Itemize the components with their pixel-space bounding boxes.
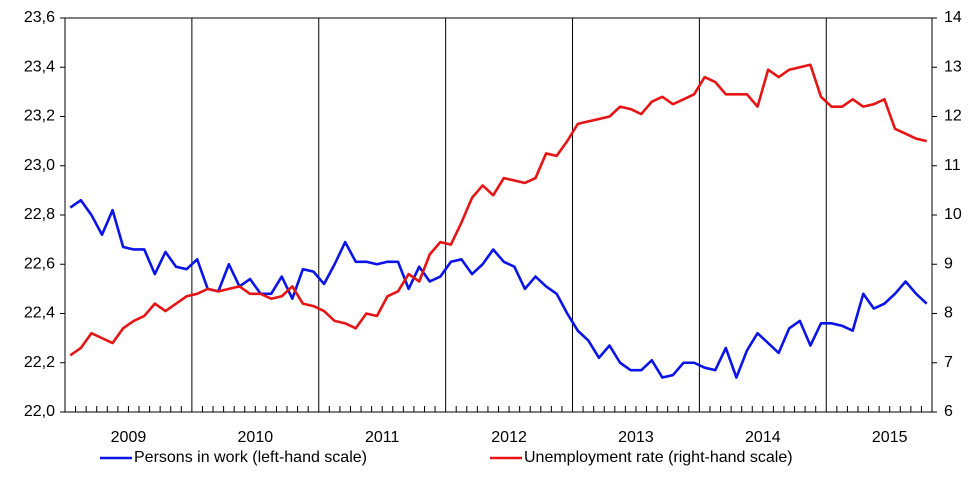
y2-tick-label: 11 bbox=[944, 157, 961, 174]
y2-tick-label: 9 bbox=[944, 255, 953, 272]
x-tick-label: 2014 bbox=[745, 429, 781, 446]
y-tick-label: 22,0 bbox=[24, 403, 55, 420]
y2-tick-label: 13 bbox=[944, 58, 962, 75]
y-tick-label: 23,4 bbox=[24, 58, 55, 75]
x-tick-label: 2012 bbox=[491, 429, 527, 446]
y2-tick-label: 8 bbox=[944, 305, 953, 322]
legend-label: Unemployment rate (right-hand scale) bbox=[524, 449, 793, 466]
series-line bbox=[69, 198, 928, 379]
x-tick-label: 2009 bbox=[111, 429, 147, 446]
y2-tick-label: 7 bbox=[944, 354, 953, 371]
y-tick-label: 22,6 bbox=[24, 255, 55, 272]
x-tick-label: 2010 bbox=[238, 429, 274, 446]
y2-tick-label: 14 bbox=[944, 9, 962, 26]
y-tick-label: 22,4 bbox=[24, 305, 55, 322]
legend-label: Persons in work (left-hand scale) bbox=[134, 449, 367, 466]
x-tick-label: 2015 bbox=[872, 429, 908, 446]
y-tick-label: 23,0 bbox=[24, 157, 55, 174]
y-tick-label: 22,2 bbox=[24, 354, 55, 371]
x-tick-label: 2011 bbox=[365, 429, 400, 446]
x-tick-label: 2013 bbox=[618, 429, 654, 446]
y-tick-label: 23,6 bbox=[24, 9, 55, 26]
y-tick-label: 22,8 bbox=[24, 206, 55, 223]
plot-frame bbox=[64, 17, 933, 413]
y2-tick-label: 12 bbox=[944, 108, 962, 125]
y2-tick-label: 10 bbox=[944, 206, 962, 223]
y-tick-label: 23,2 bbox=[24, 108, 55, 125]
series-line bbox=[69, 63, 928, 357]
y2-tick-label: 6 bbox=[944, 403, 953, 420]
